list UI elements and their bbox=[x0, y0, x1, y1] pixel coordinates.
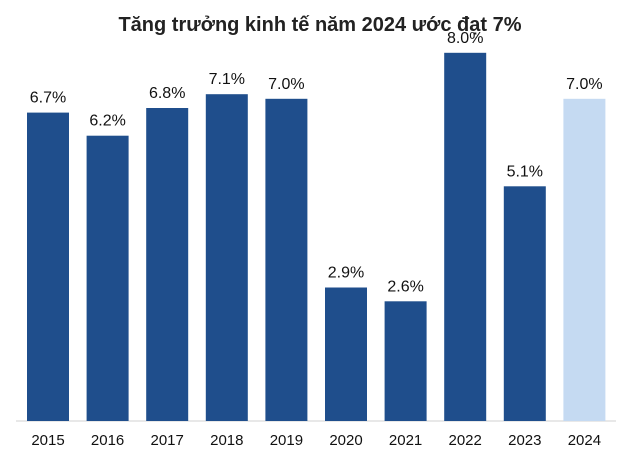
bar-2024 bbox=[563, 98, 606, 422]
data-label-2015: 6.7% bbox=[30, 90, 66, 107]
data-label-2016: 6.2% bbox=[89, 113, 125, 130]
bar-2018 bbox=[205, 94, 248, 421]
bar-2020 bbox=[325, 287, 367, 421]
bar-2019 bbox=[265, 98, 308, 422]
data-label-2018: 7.1% bbox=[209, 71, 245, 88]
x-tick-label-2023: 2023 bbox=[508, 432, 541, 449]
x-tick-label-2018: 2018 bbox=[210, 432, 243, 449]
x-tick-label-2022: 2022 bbox=[449, 432, 482, 449]
bar-2021 bbox=[384, 301, 427, 421]
x-tick-label-2024: 2024 bbox=[568, 432, 601, 449]
x-tick-label-2020: 2020 bbox=[329, 432, 362, 449]
bars-group: 6.7% 2015 6.2% 2016 6.8% 2017 7.1% 2018 7.0% 2019… bbox=[27, 30, 606, 449]
bar-2022 bbox=[444, 52, 487, 422]
x-tick-label-2019: 2019 bbox=[270, 432, 303, 449]
bar-2016 bbox=[86, 135, 129, 421]
bar-2023 bbox=[503, 186, 546, 421]
x-tick-label-2021: 2021 bbox=[389, 432, 422, 449]
x-tick-label-2017: 2017 bbox=[151, 432, 184, 449]
data-label-2023: 5.1% bbox=[507, 163, 543, 180]
bar-2017 bbox=[146, 108, 189, 421]
data-label-2022: 8.0% bbox=[447, 30, 483, 47]
data-label-2017: 6.8% bbox=[149, 85, 185, 102]
data-label-2019: 7.0% bbox=[268, 76, 304, 93]
data-label-2021: 2.6% bbox=[387, 278, 423, 295]
data-label-2024: 7.0% bbox=[566, 76, 602, 93]
chart-title: Tăng trưởng kinh tế năm 2024 ước đạt 7% bbox=[118, 14, 522, 36]
bar-2015 bbox=[27, 112, 69, 421]
x-tick-label-2015: 2015 bbox=[31, 432, 64, 449]
data-label-2020: 2.9% bbox=[328, 265, 364, 282]
x-tick-label-2016: 2016 bbox=[91, 432, 124, 449]
